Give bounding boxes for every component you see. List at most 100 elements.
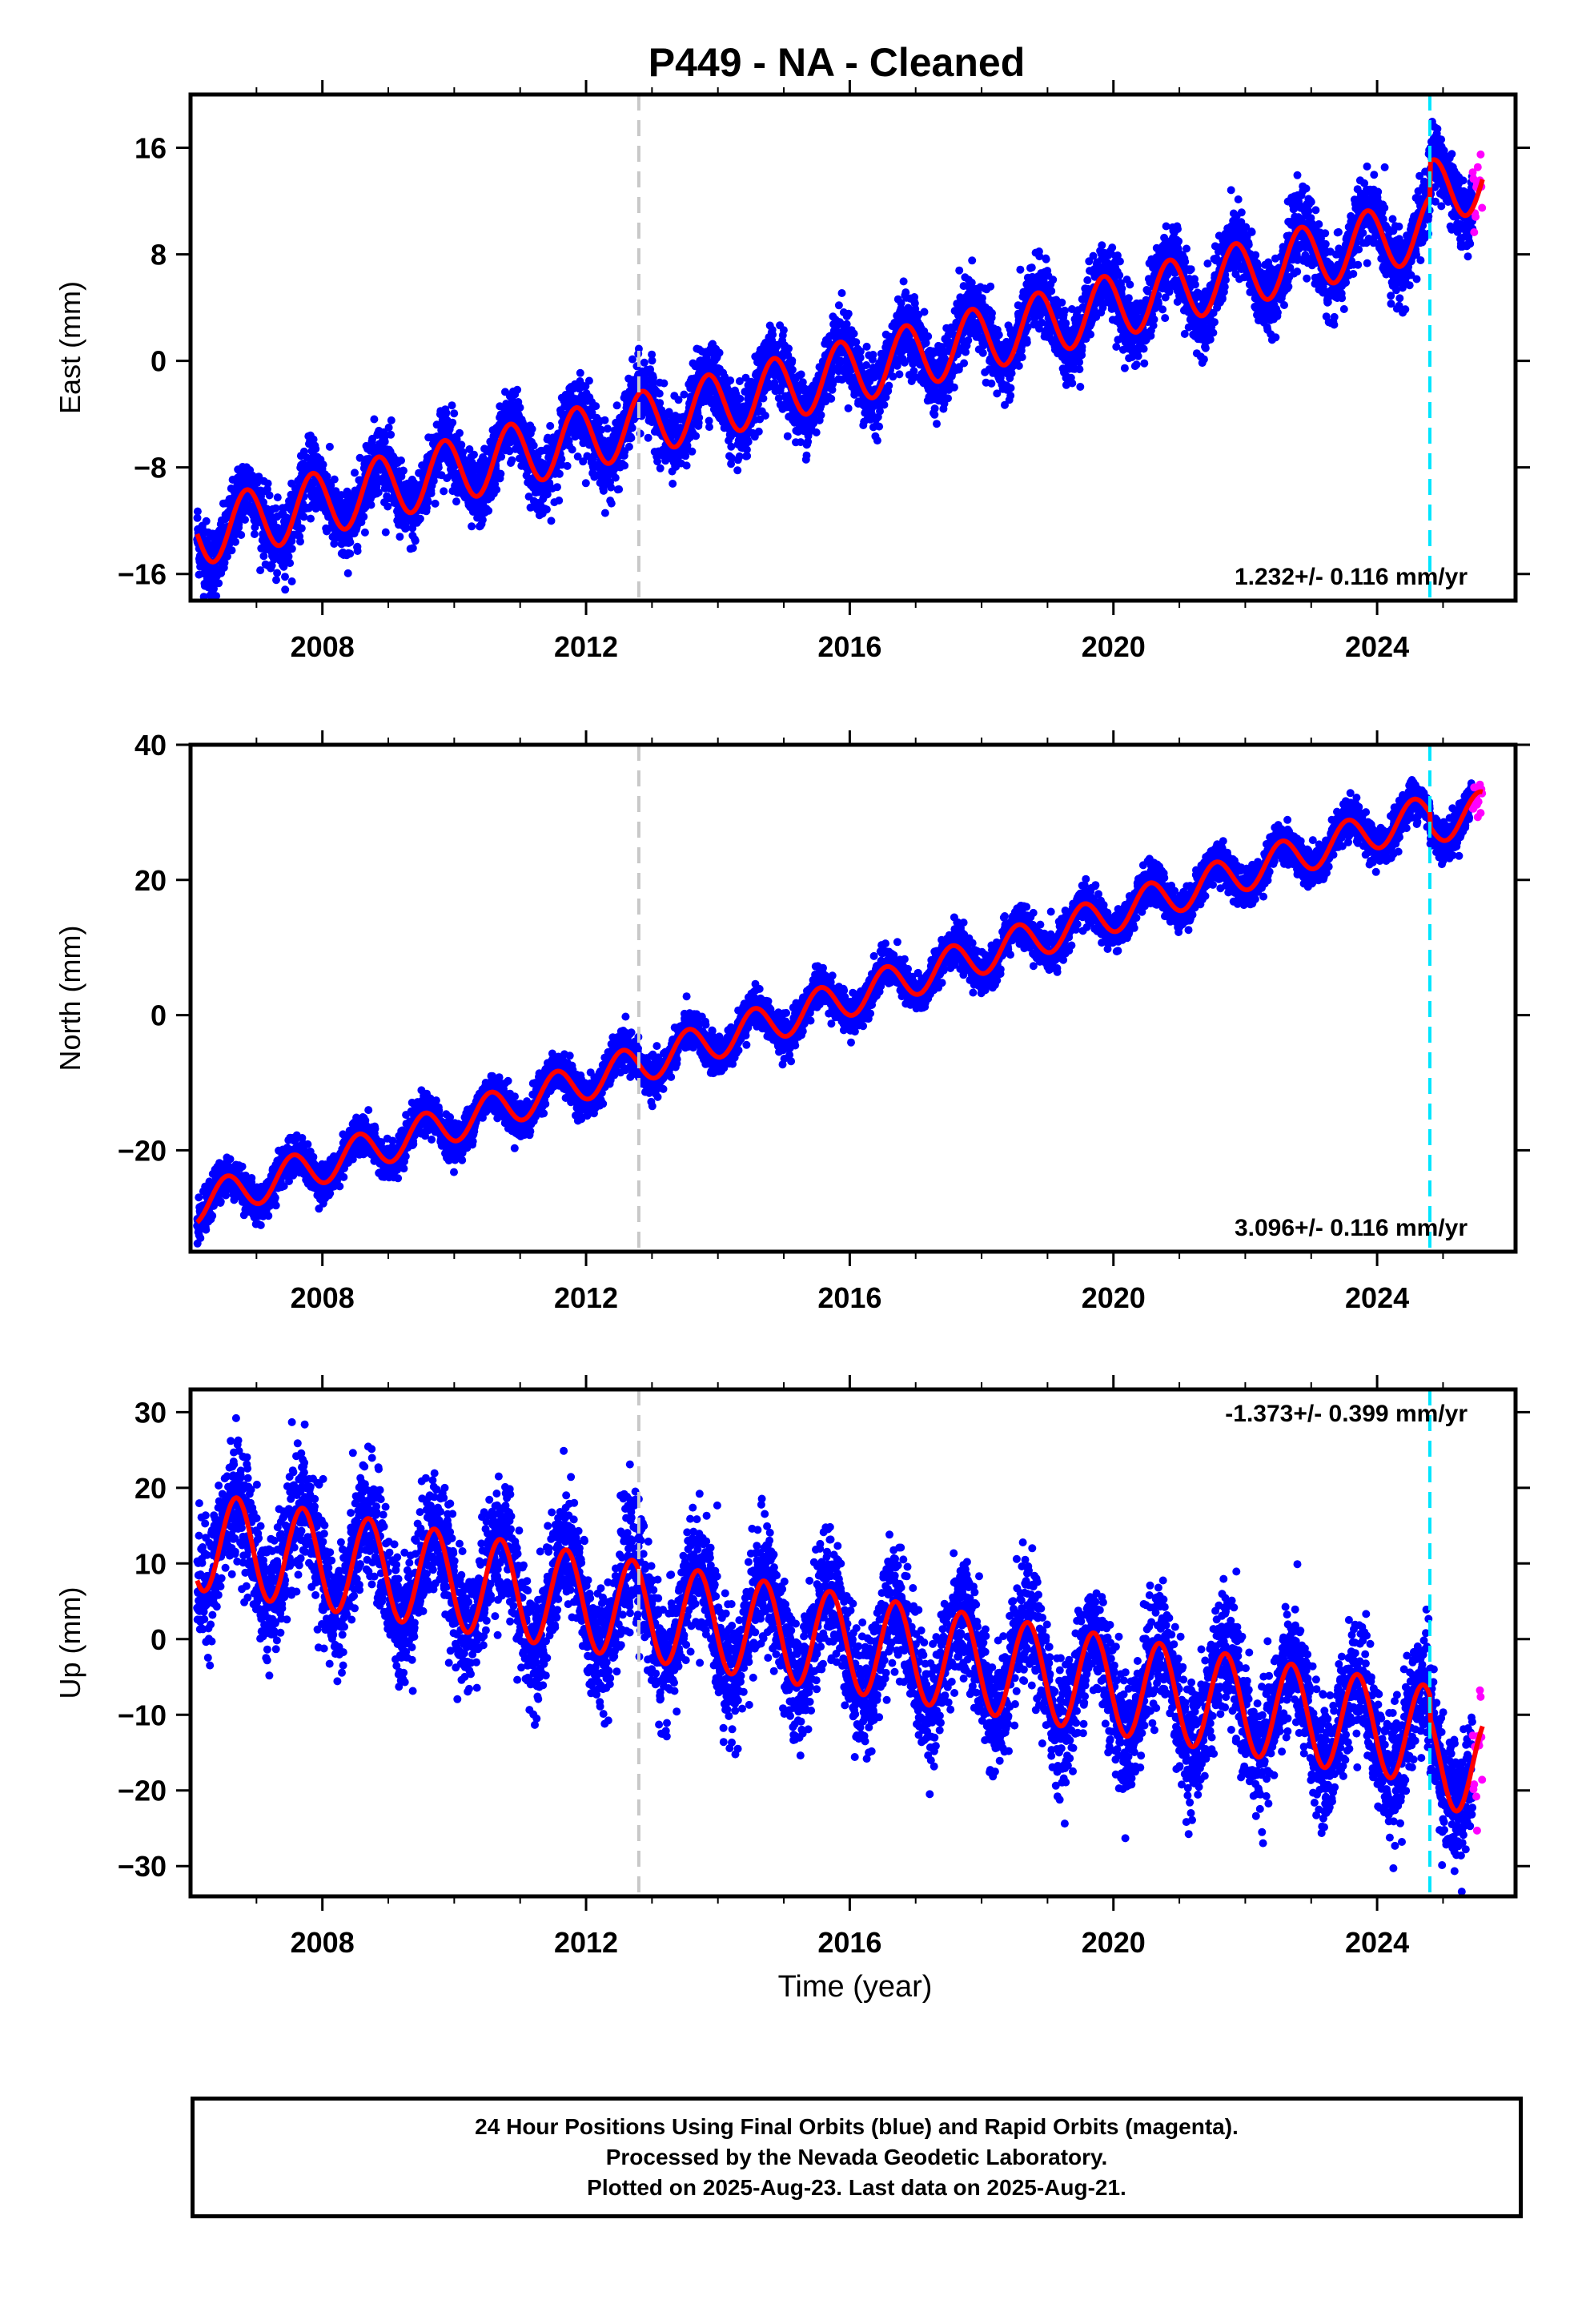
data-point bbox=[607, 483, 616, 492]
data-point bbox=[834, 301, 843, 310]
data-point bbox=[492, 485, 501, 494]
data-point bbox=[296, 537, 304, 546]
data-point bbox=[327, 481, 335, 489]
data-point bbox=[416, 514, 424, 523]
data-point bbox=[987, 379, 996, 388]
data-point bbox=[743, 452, 752, 460]
data-point bbox=[516, 404, 524, 412]
data-point bbox=[402, 524, 411, 533]
data-point bbox=[1014, 361, 1023, 370]
data-point bbox=[319, 460, 327, 469]
data-point bbox=[802, 451, 811, 460]
data-point bbox=[852, 338, 861, 347]
data-point bbox=[231, 537, 239, 546]
data-point bbox=[215, 579, 223, 588]
data-point bbox=[880, 400, 889, 409]
data-point bbox=[457, 440, 466, 449]
data-point bbox=[287, 545, 296, 553]
data-point bbox=[628, 424, 636, 432]
data-point bbox=[396, 533, 404, 541]
data-point bbox=[744, 437, 753, 446]
data-point bbox=[1086, 330, 1095, 339]
data-point bbox=[281, 573, 289, 581]
data-point bbox=[640, 358, 648, 367]
data-point bbox=[267, 561, 276, 570]
data-point bbox=[374, 488, 383, 497]
data-point bbox=[568, 445, 576, 454]
data-point bbox=[299, 513, 308, 521]
data-point bbox=[885, 381, 893, 390]
data-point bbox=[761, 412, 769, 420]
data-point bbox=[875, 422, 884, 431]
data-point bbox=[286, 559, 295, 568]
data-point bbox=[263, 485, 271, 493]
data-point bbox=[325, 442, 334, 451]
data-point bbox=[644, 433, 652, 442]
data-point bbox=[988, 309, 996, 317]
data-point bbox=[508, 456, 516, 464]
final-orbit-points-east bbox=[193, 118, 1477, 601]
data-point bbox=[769, 330, 777, 339]
data-point bbox=[1060, 306, 1069, 315]
data-point bbox=[620, 461, 629, 470]
data-point bbox=[1007, 369, 1016, 378]
data-point bbox=[434, 463, 443, 472]
data-point bbox=[424, 497, 432, 506]
data-point bbox=[359, 513, 368, 521]
data-point bbox=[193, 507, 202, 516]
data-point bbox=[669, 480, 677, 488]
data-point bbox=[297, 524, 306, 533]
data-point bbox=[869, 351, 877, 359]
data-point bbox=[600, 509, 609, 517]
data-point bbox=[705, 423, 713, 432]
chart-title: P449 - NA - Cleaned bbox=[648, 40, 1026, 85]
data-point bbox=[529, 441, 538, 450]
data-point bbox=[656, 399, 665, 408]
data-point bbox=[682, 461, 691, 470]
data-point bbox=[627, 433, 636, 442]
data-point bbox=[346, 538, 355, 547]
data-point bbox=[783, 432, 792, 440]
data-point bbox=[899, 277, 908, 286]
data-point bbox=[309, 435, 318, 444]
data-point bbox=[408, 524, 417, 533]
data-point bbox=[284, 552, 293, 561]
data-point bbox=[1047, 287, 1056, 296]
data-point bbox=[1006, 384, 1015, 392]
data-point bbox=[387, 430, 396, 439]
data-point bbox=[895, 370, 904, 379]
data-point bbox=[930, 404, 939, 413]
data-point bbox=[299, 447, 308, 456]
data-point bbox=[272, 576, 280, 585]
data-point bbox=[311, 444, 320, 453]
data-point bbox=[688, 447, 697, 456]
data-point bbox=[429, 476, 438, 485]
data-point bbox=[384, 423, 393, 432]
data-point bbox=[496, 469, 505, 478]
data-point bbox=[986, 282, 995, 291]
data-point bbox=[797, 370, 805, 379]
data-point bbox=[837, 289, 846, 297]
data-point bbox=[370, 415, 379, 424]
data-point bbox=[817, 411, 825, 420]
data-point bbox=[576, 368, 584, 377]
data-point bbox=[692, 432, 701, 440]
data-point bbox=[733, 466, 742, 475]
data-point bbox=[448, 401, 456, 410]
data-point bbox=[968, 256, 977, 265]
data-point bbox=[555, 497, 564, 505]
data-point bbox=[656, 464, 665, 472]
data-point bbox=[862, 342, 871, 351]
data-point bbox=[788, 365, 797, 374]
data-point bbox=[323, 472, 331, 480]
data-point bbox=[1027, 263, 1036, 272]
data-point bbox=[220, 558, 229, 567]
data-point bbox=[1049, 275, 1058, 284]
data-point bbox=[581, 479, 590, 488]
data-point bbox=[648, 356, 656, 365]
data-point bbox=[1075, 365, 1084, 374]
data-point bbox=[611, 473, 620, 482]
data-point bbox=[933, 420, 941, 428]
